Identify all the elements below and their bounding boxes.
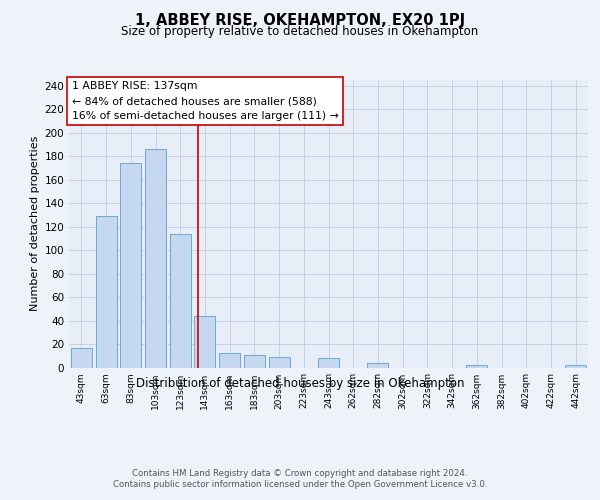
Bar [244, 354, 265, 368]
Bar [95, 216, 116, 368]
Text: Contains HM Land Registry data © Crown copyright and database right 2024.: Contains HM Land Registry data © Crown c… [132, 469, 468, 478]
Bar [145, 149, 166, 368]
Bar [367, 363, 388, 368]
Bar [565, 365, 586, 368]
Text: Size of property relative to detached houses in Okehampton: Size of property relative to detached ho… [121, 25, 479, 38]
Bar [318, 358, 339, 368]
Bar [120, 164, 141, 368]
Bar [219, 354, 240, 368]
Bar [170, 234, 191, 368]
Bar [466, 365, 487, 368]
Text: 1, ABBEY RISE, OKEHAMPTON, EX20 1PJ: 1, ABBEY RISE, OKEHAMPTON, EX20 1PJ [135, 12, 465, 28]
Bar [194, 316, 215, 368]
Text: 1 ABBEY RISE: 137sqm
← 84% of detached houses are smaller (588)
16% of semi-deta: 1 ABBEY RISE: 137sqm ← 84% of detached h… [71, 82, 338, 121]
Text: Contains public sector information licensed under the Open Government Licence v3: Contains public sector information licen… [113, 480, 487, 489]
Bar [71, 348, 92, 368]
Bar [269, 357, 290, 368]
Y-axis label: Number of detached properties: Number of detached properties [30, 136, 40, 312]
Text: Distribution of detached houses by size in Okehampton: Distribution of detached houses by size … [136, 378, 464, 390]
